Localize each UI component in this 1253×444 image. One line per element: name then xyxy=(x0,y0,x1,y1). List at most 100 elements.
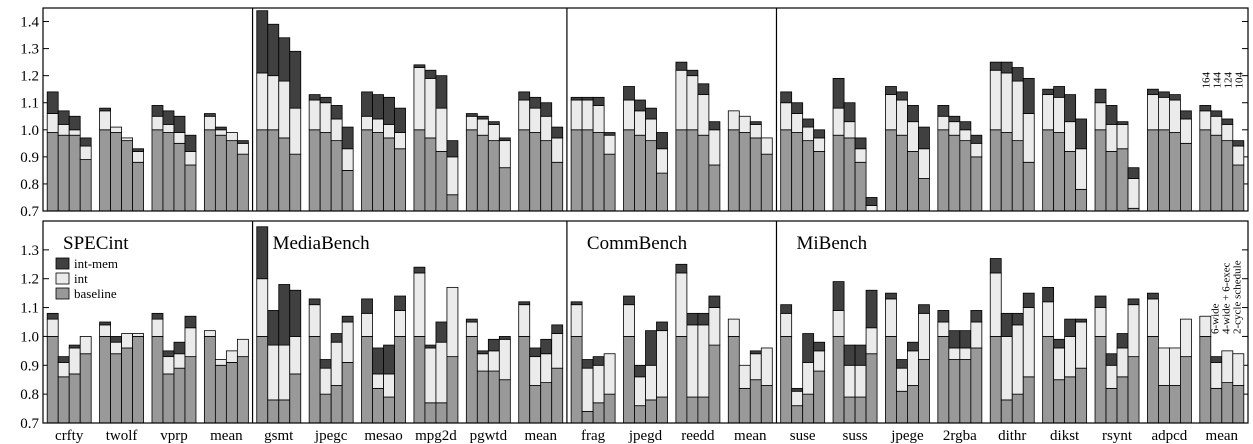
bar-int-mem-segment xyxy=(634,99,646,112)
bar-int-mem-segment xyxy=(1127,298,1140,306)
bar-baseline-segment xyxy=(948,359,961,424)
bar-int-mem-segment xyxy=(937,105,950,117)
bar-baseline-segment xyxy=(656,396,668,424)
bar-baseline-segment xyxy=(1158,385,1170,424)
bar-int-mem-segment xyxy=(918,304,930,314)
bar-int-segment xyxy=(813,350,826,372)
bar-baseline-segment xyxy=(236,153,249,212)
bar-baseline-segment xyxy=(686,129,699,212)
bar-baseline-segment xyxy=(697,134,710,212)
bar-int-mem-segment xyxy=(843,102,856,123)
bar-int-segment xyxy=(1158,96,1170,131)
bar-int-mem-segment xyxy=(424,344,437,349)
bar-int-segment xyxy=(435,107,448,152)
bar-int-segment xyxy=(1064,336,1077,378)
bar-int-segment xyxy=(476,118,489,136)
bar-int-segment xyxy=(843,121,856,139)
x-tick-label: dithr xyxy=(998,428,1026,444)
bar-int-mem-segment xyxy=(529,96,542,109)
y-tick-label: 1.0 xyxy=(20,123,39,139)
bar-baseline-segment xyxy=(518,336,531,424)
bar-int-mem-segment xyxy=(110,336,122,343)
bar-baseline-segment xyxy=(749,137,762,212)
bar-int-segment xyxy=(498,338,511,381)
bar-int-mem-segment xyxy=(1064,94,1077,123)
bar-int-mem-segment xyxy=(970,134,983,144)
bar-int-segment xyxy=(225,350,238,363)
bar-baseline-segment xyxy=(498,167,511,212)
bar-int-mem-segment xyxy=(151,105,164,117)
bar-baseline-segment xyxy=(1232,385,1245,424)
bar-baseline-segment xyxy=(551,367,564,424)
bar-baseline-segment xyxy=(203,336,216,424)
bar-baseline-segment xyxy=(1199,129,1212,212)
bar-int-segment xyxy=(645,364,657,401)
bar-baseline-segment xyxy=(372,132,384,212)
x-tick-label: mean xyxy=(1206,428,1239,444)
bar-int-segment xyxy=(1022,307,1035,378)
bar-int-segment xyxy=(236,142,249,155)
bar-int-segment xyxy=(1042,94,1055,131)
bar-int-mem-segment xyxy=(896,359,908,369)
bar-int-mem-segment xyxy=(1011,67,1024,82)
bar-int-segment xyxy=(727,318,740,337)
bar-int-segment xyxy=(361,115,373,131)
bar-int-segment xyxy=(907,121,919,152)
bar-int-mem-segment xyxy=(896,91,908,101)
bar-baseline-segment xyxy=(267,129,280,212)
bar-int-mem-segment xyxy=(487,121,500,125)
bar-int-segment xyxy=(278,80,291,139)
bar-baseline-segment xyxy=(68,373,81,424)
bar-int-segment xyxy=(645,118,657,142)
bar-baseline-segment xyxy=(289,153,302,212)
bar-baseline-segment xyxy=(708,164,721,212)
bar-int-mem-segment xyxy=(476,350,489,355)
bar-int-segment xyxy=(1199,110,1212,131)
bar-int-segment xyxy=(1127,178,1140,209)
bar-int-segment xyxy=(256,72,269,131)
bar-int-segment xyxy=(1210,361,1223,389)
bar-baseline-segment xyxy=(1022,161,1035,212)
bar-int-segment xyxy=(46,113,59,133)
bar-baseline-segment xyxy=(308,336,321,424)
bar-int-segment xyxy=(330,118,343,142)
bar-int-segment xyxy=(907,350,919,386)
bar-int-segment xyxy=(760,347,773,386)
bar-baseline-segment xyxy=(918,178,930,212)
bar-int-segment xyxy=(361,312,373,337)
bar-int-segment xyxy=(256,278,269,337)
bar-int-mem-segment xyxy=(802,333,815,363)
bar-int-segment xyxy=(203,115,216,131)
top-group-label: 144 xyxy=(1211,72,1223,89)
bar-int-mem-segment xyxy=(623,295,635,306)
bar-int-mem-segment xyxy=(802,118,815,128)
bar-int-segment xyxy=(791,390,804,407)
bar-baseline-segment xyxy=(121,140,133,212)
bar-baseline-segment xyxy=(413,336,426,424)
bar-int-segment xyxy=(413,272,426,337)
bar-int-segment xyxy=(132,333,144,337)
legend-swatch-baseline xyxy=(55,287,70,300)
bar-baseline-segment xyxy=(989,336,1002,424)
bar-int-segment xyxy=(289,107,302,155)
bar-int-segment xyxy=(319,102,332,133)
bar-int-segment xyxy=(1094,307,1107,337)
y-tick-label: 0.9 xyxy=(20,358,39,374)
bar-int-segment xyxy=(832,310,845,337)
bar-baseline-segment xyxy=(780,336,793,424)
bar-int-mem-segment xyxy=(372,94,384,120)
bar-int-segment xyxy=(540,353,553,384)
bar-int-segment xyxy=(162,123,175,133)
bar-baseline-segment xyxy=(487,140,500,212)
bar-int-mem-segment xyxy=(540,102,553,117)
bar-int-mem-segment xyxy=(570,96,583,101)
bottom-group-label: 6-wide xyxy=(1209,303,1221,334)
bar-int-mem-segment xyxy=(1127,167,1140,179)
y-tick-label: 1.4 xyxy=(20,15,39,31)
bar-baseline-segment xyxy=(1199,336,1212,424)
bar-baseline-segment xyxy=(645,399,657,424)
bar-baseline-segment xyxy=(110,132,122,212)
bar-int-mem-segment xyxy=(1011,312,1024,326)
bar-baseline-segment xyxy=(446,356,459,424)
bar-int-segment xyxy=(476,353,489,372)
